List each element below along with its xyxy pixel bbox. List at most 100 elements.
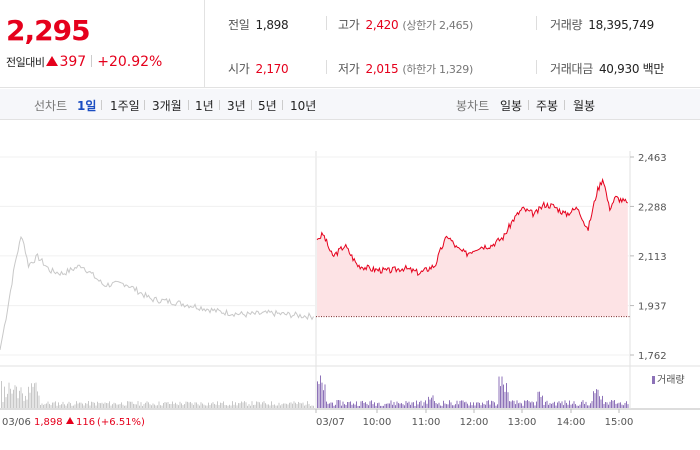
volume-bar <box>605 402 606 408</box>
volume-bar <box>467 403 468 408</box>
period-5y-button[interactable]: 5년 <box>258 99 277 113</box>
volume-bar-prev <box>74 404 76 408</box>
volume-bar-prev <box>128 401 130 408</box>
volume-bar <box>593 391 594 408</box>
volume-bar-prev <box>259 402 260 408</box>
volume-bar <box>567 404 569 408</box>
volume-bar-prev <box>200 402 202 408</box>
period-1w-button[interactable]: 1주일 <box>110 99 140 113</box>
volume-bar <box>614 400 615 408</box>
weekly-candle-button[interactable]: 주봉 <box>536 99 559 113</box>
volume-bar <box>618 402 620 408</box>
volume-bar-prev <box>227 405 229 408</box>
prev-day-price-line <box>0 235 314 351</box>
volume-bar <box>410 404 411 408</box>
volume-bar-prev <box>101 402 103 408</box>
volume-bar-prev <box>58 402 59 408</box>
stat-low: 저가 2,015 (하한가 1,329) <box>338 62 473 76</box>
volume-bar <box>599 396 600 408</box>
volume-bar-prev <box>124 405 125 408</box>
volume-bar-prev <box>7 393 8 408</box>
volume-bar <box>416 400 417 408</box>
volume-bar-prev <box>68 401 70 408</box>
stat-prev-close: 전일 1,898 <box>228 18 289 32</box>
volume-bar <box>485 404 486 408</box>
volume-bar-prev <box>313 405 314 408</box>
volume-bar-prev <box>163 403 164 408</box>
volume-bar-prev <box>217 401 218 408</box>
time-tick-label: 10:00 <box>363 417 392 428</box>
volume-bar <box>437 404 438 408</box>
volume-bar <box>554 401 555 408</box>
volume-bar <box>578 405 579 408</box>
volume-bar-prev <box>32 386 34 408</box>
volume-bar-prev <box>266 404 268 408</box>
volume-bar <box>425 400 426 408</box>
up-arrow-icon <box>66 417 74 424</box>
volume-bar <box>624 402 626 408</box>
volume-bar-prev <box>235 402 236 408</box>
volume-bar <box>594 393 596 408</box>
volume-bar-prev <box>95 405 97 408</box>
volume-bar-prev <box>86 403 88 408</box>
volume-bar <box>428 396 429 408</box>
volume-bar-prev <box>151 405 152 408</box>
volume-bar <box>384 403 386 408</box>
volume-bar-prev <box>181 403 182 408</box>
volume-bar-prev <box>121 402 122 408</box>
volume-bar <box>417 404 419 408</box>
volume-bar-prev <box>263 401 265 408</box>
volume-bar-prev <box>160 405 161 408</box>
volume-bar-prev <box>8 382 10 408</box>
prev-date-label: 03/06 <box>2 417 31 428</box>
volume-bar-prev <box>55 401 56 408</box>
volume-bar-prev <box>148 402 149 408</box>
volume-bar-prev <box>56 405 58 408</box>
volume-bar-prev <box>67 403 68 408</box>
volume-bar-prev <box>35 382 37 408</box>
volume-bar-prev <box>25 395 26 408</box>
period-3m-button[interactable]: 3개월 <box>152 99 182 113</box>
volume-bar <box>491 400 492 408</box>
volume-bar-prev <box>272 404 274 408</box>
y-tick-label: 2,463 <box>638 153 667 164</box>
volume-bar <box>563 405 564 408</box>
volume-bar-prev <box>139 405 140 408</box>
volume-bar <box>524 400 525 408</box>
volume-bar-prev <box>131 401 133 408</box>
volume-bar-prev <box>31 383 32 408</box>
volume-bar <box>365 402 366 408</box>
volume-bar-prev <box>71 405 73 408</box>
period-10y-button[interactable]: 10년 <box>290 99 317 113</box>
volume-bar <box>396 401 398 408</box>
volume-bar <box>584 403 585 408</box>
volume-bar-prev <box>236 405 238 408</box>
volume-bar-prev <box>283 403 284 408</box>
volume-bar <box>455 404 456 408</box>
time-tick-label: 11:00 <box>412 417 441 428</box>
daily-candle-button[interactable]: 일봉 <box>500 99 523 113</box>
volume-bar <box>519 402 521 408</box>
volume-bar <box>423 402 425 408</box>
volume-bar-prev <box>265 403 266 408</box>
volume-bar <box>602 395 603 408</box>
volume-bar <box>627 404 629 408</box>
volume-bar-prev <box>310 405 311 408</box>
volume-bar-prev <box>229 404 230 408</box>
volume-bar <box>404 405 405 408</box>
volume-bar-prev <box>103 403 104 408</box>
volume-bar-prev <box>295 402 296 408</box>
volume-bar <box>405 401 407 408</box>
monthly-candle-button[interactable]: 월봉 <box>573 99 596 113</box>
volume-bar-prev <box>34 383 35 408</box>
volume-bar <box>378 402 380 408</box>
volume-bar-prev <box>116 404 118 408</box>
stat-high: 고가 2,420 (상한가 2,465) <box>338 18 473 32</box>
volume-bar-prev <box>5 397 7 408</box>
period-3y-button[interactable]: 3년 <box>227 99 246 113</box>
volume-bar-prev <box>137 401 139 408</box>
period-1d-button[interactable]: 1일 <box>77 99 97 113</box>
volume-bar <box>575 404 576 408</box>
period-1y-button[interactable]: 1년 <box>195 99 214 113</box>
volume-bar <box>620 402 621 408</box>
